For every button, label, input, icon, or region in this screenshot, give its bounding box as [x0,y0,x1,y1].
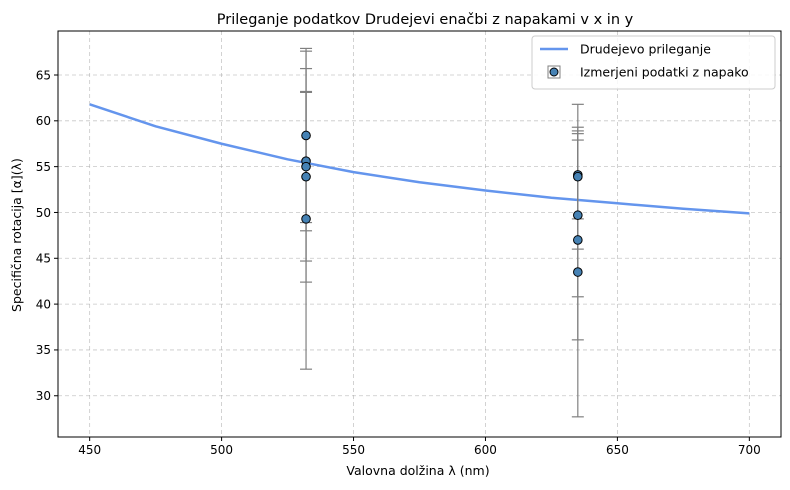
y-tick-label: 65 [36,68,51,82]
legend-box [531,35,776,90]
y-tick-label: 45 [36,252,51,266]
y-tick-label: 30 [36,389,51,403]
plot-frame [57,30,782,438]
y-tick-label: 40 [36,297,51,311]
x-tick-label: 700 [738,443,761,457]
x-axis-label: Valovna dolžina λ (nm) [346,463,489,478]
grid [58,31,781,437]
data-point [301,130,311,141]
x-tick-label: 450 [78,443,101,457]
y-tick-label: 55 [36,160,51,174]
y-tick-label: 35 [36,343,51,357]
data-point [573,210,583,221]
x-tick-label: 500 [210,443,233,457]
y-tick-label: 60 [36,114,51,128]
legend-label-fit: Drudejevo prileganje [580,42,711,57]
y-axis-ticks: 30 35 40 45 50 55 60 65 [36,68,58,403]
data-point [301,161,311,172]
data-point-layer [301,130,583,277]
x-tick-label: 550 [342,443,365,457]
data-point [301,214,311,224]
data-point [573,171,583,182]
x-tick-label: 650 [606,443,629,457]
legend-marker-swatch [549,67,559,77]
x-axis-ticks: 450 500 550 600 650 700 [78,437,761,457]
fit-curve-layer [89,103,750,215]
y-tick-label: 50 [36,206,51,220]
x-tick-label: 600 [474,443,497,457]
y-axis-label: Specifična rotacija [α](λ) [9,158,24,312]
errorbar-layer [300,47,584,418]
legend-label-data: Izmerjeni podatki z napako [580,65,749,80]
data-point [573,267,583,277]
legend: Drudejevo prileganje Izmerjeni podatki z… [531,35,776,90]
chart-title: Prileganje podatkov Drudejevi enačbi z n… [217,12,634,28]
legend-errorbar-swatch [547,65,561,79]
data-point [573,235,583,245]
data-point [301,171,311,182]
fit-curve [89,103,750,215]
